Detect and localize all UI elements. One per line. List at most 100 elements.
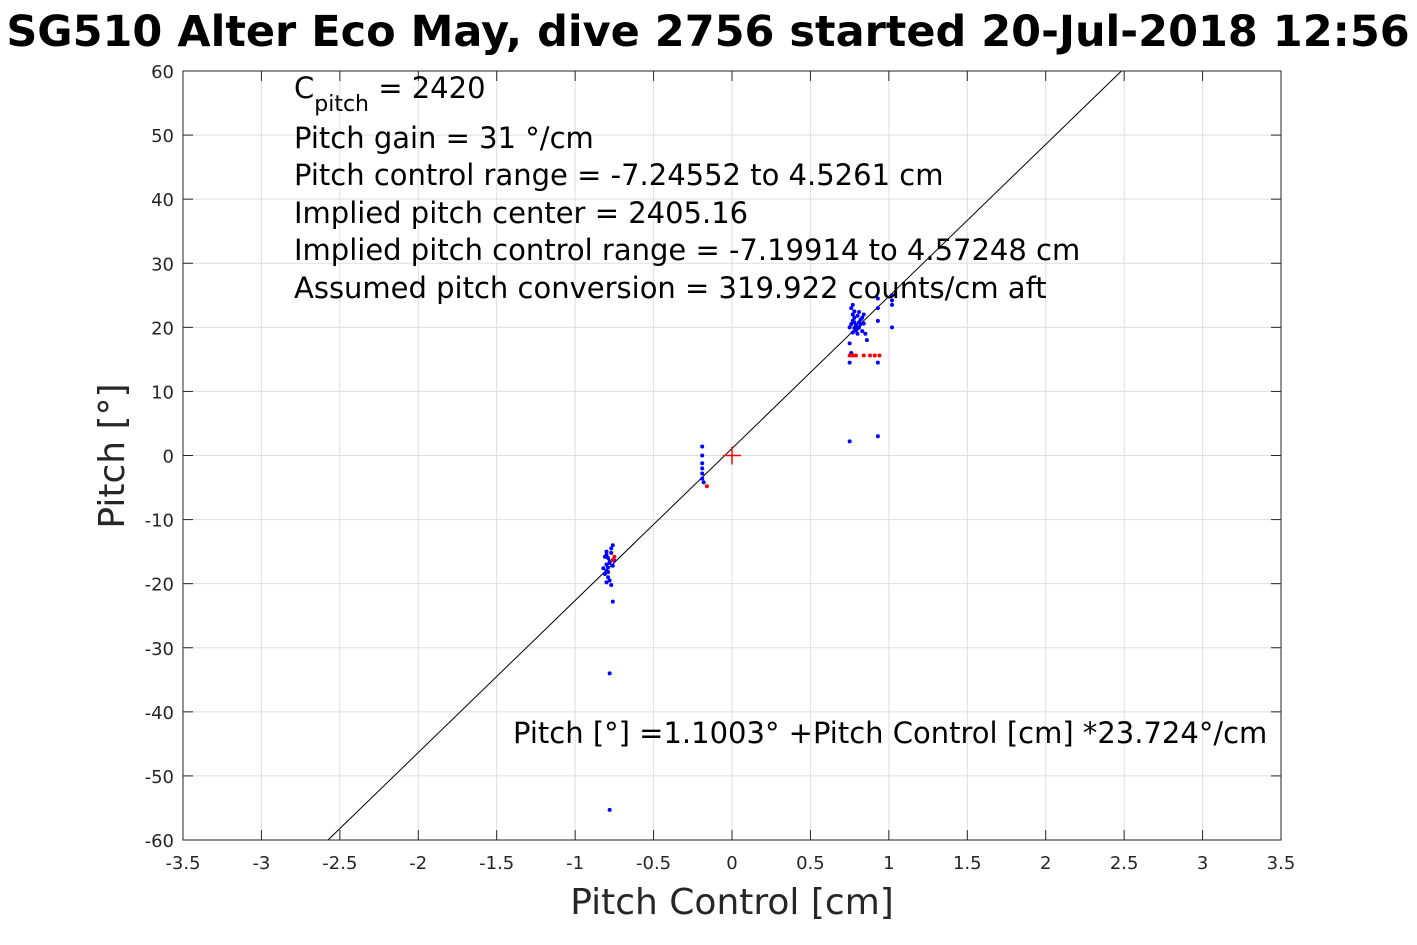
x-tick-label: 0 (726, 853, 737, 874)
scatter-point (610, 599, 615, 604)
scatter-point (609, 546, 614, 551)
scatter-point (700, 453, 705, 458)
scatter-point (700, 476, 705, 481)
scatter-point (604, 549, 609, 554)
x-tick-label: 2.5 (1110, 853, 1139, 874)
scatter-point (606, 556, 611, 561)
scatter-point (700, 461, 705, 466)
scatter-point (700, 471, 705, 476)
scatter-point (877, 353, 882, 358)
scatter-point (700, 466, 705, 471)
scatter-point (860, 315, 865, 320)
scatter-point (849, 306, 854, 311)
scatter-point (609, 582, 614, 587)
scatter-point (604, 562, 609, 567)
x-tick-label: 2 (1040, 853, 1051, 874)
scatter-point (610, 543, 615, 548)
scatter-point (607, 671, 612, 676)
y-tick-label: -10 (145, 511, 174, 532)
scatter-point (606, 570, 611, 575)
x-tick-label: -3 (252, 853, 270, 874)
scatter-point (601, 566, 606, 571)
scatter-point (701, 480, 706, 485)
scatter-point (863, 331, 868, 336)
y-axis-label: Pitch [°] (92, 383, 133, 528)
scatter-point (847, 360, 852, 365)
scatter-point (850, 330, 855, 335)
x-tick-label: -3.5 (165, 853, 200, 874)
scatter-point (850, 302, 855, 307)
x-tick-label: 3.5 (1267, 853, 1296, 874)
scatter-point (606, 565, 611, 570)
y-tick-label: -60 (145, 831, 174, 852)
scatter-point (602, 572, 607, 577)
annotation-c-pitch: Cpitch = 2420 (294, 71, 486, 117)
scatter-point (857, 309, 862, 314)
x-tick-label: 3 (1197, 853, 1208, 874)
scatter-point (875, 360, 880, 365)
scatter-point (847, 353, 852, 358)
scatter-point (855, 313, 860, 318)
scatter-point (861, 353, 866, 358)
scatter-point (889, 302, 894, 307)
annotation-pitch-gain: Pitch gain = 31 °/cm (294, 121, 594, 155)
y-tick-label: -50 (145, 767, 174, 788)
annotation-pitch-conversion: Assumed pitch conversion = 319.922 count… (294, 271, 1047, 305)
x-tick-label: -1 (566, 853, 584, 874)
chart-title: SG510 Alter Eco May, dive 2756 started 2… (6, 7, 1409, 57)
scatter-point (847, 439, 852, 444)
scatter-point (604, 580, 609, 585)
c-pitch-value: = 2420 (369, 71, 486, 105)
scatter-point (889, 293, 894, 298)
scatter-point (860, 329, 865, 334)
x-tick-label: 0.5 (796, 853, 825, 874)
scatter-point (875, 434, 880, 439)
scatter-point (858, 322, 863, 327)
scatter-point (861, 321, 866, 326)
scatter-point (847, 341, 852, 346)
y-tick-label: -40 (145, 703, 174, 724)
scatter-point (849, 322, 854, 327)
y-tick-label: 20 (151, 318, 174, 339)
scatter-point (612, 554, 617, 559)
scatter-point (864, 338, 869, 343)
scatter-point (607, 561, 612, 566)
c-pitch-symbol: C (294, 71, 314, 105)
x-tick-label: 1 (883, 853, 894, 874)
scatter-point (875, 318, 880, 323)
x-tick-label: -2 (409, 853, 427, 874)
scatter-point (855, 331, 860, 336)
x-tick-label: -0.5 (636, 853, 671, 874)
scatter-point (853, 322, 858, 327)
x-axis-label: Pitch Control [cm] (570, 882, 894, 923)
y-tick-label: 30 (151, 254, 174, 275)
scatter-point (857, 325, 862, 330)
scatter-point (852, 315, 857, 320)
scatter-point (606, 575, 611, 580)
scatter-point (889, 325, 894, 330)
scatter-point (875, 306, 880, 311)
scatter-point (872, 353, 877, 358)
scatter-point (889, 298, 894, 303)
y-tick-label: 50 (151, 126, 174, 147)
scatter-point (875, 296, 880, 301)
scatter-point (852, 309, 857, 314)
center-plus-marker (723, 446, 741, 465)
scatter-point (609, 550, 614, 555)
annotation-implied-pitch-control-range: Implied pitch control range = -7.19914 t… (294, 233, 1080, 267)
y-tick-label: 0 (163, 447, 174, 468)
scatter-point (853, 353, 858, 358)
scatter-point (847, 325, 852, 330)
scatter-point (610, 557, 615, 562)
axis-ticks: -3.5 -3 -2.5 -2 -1.5 -1 -0.5 0 0.5 1 1.5 2 2.5 3 3.5 -6… (145, 62, 1296, 874)
grid (182, 70, 1282, 841)
x-tick-label: 1.5 (953, 853, 982, 874)
scatter-point (861, 312, 866, 317)
scatter-point (850, 312, 855, 317)
scatter-point (850, 353, 855, 358)
scatter-point (607, 807, 612, 812)
fit-equation: Pitch [°] =1.1003° +Pitch Control [cm] *… (513, 716, 1267, 750)
scatter-point (607, 578, 612, 583)
annotation-pitch-control-range: Pitch control range = -7.24552 to 4.5261… (294, 158, 943, 192)
